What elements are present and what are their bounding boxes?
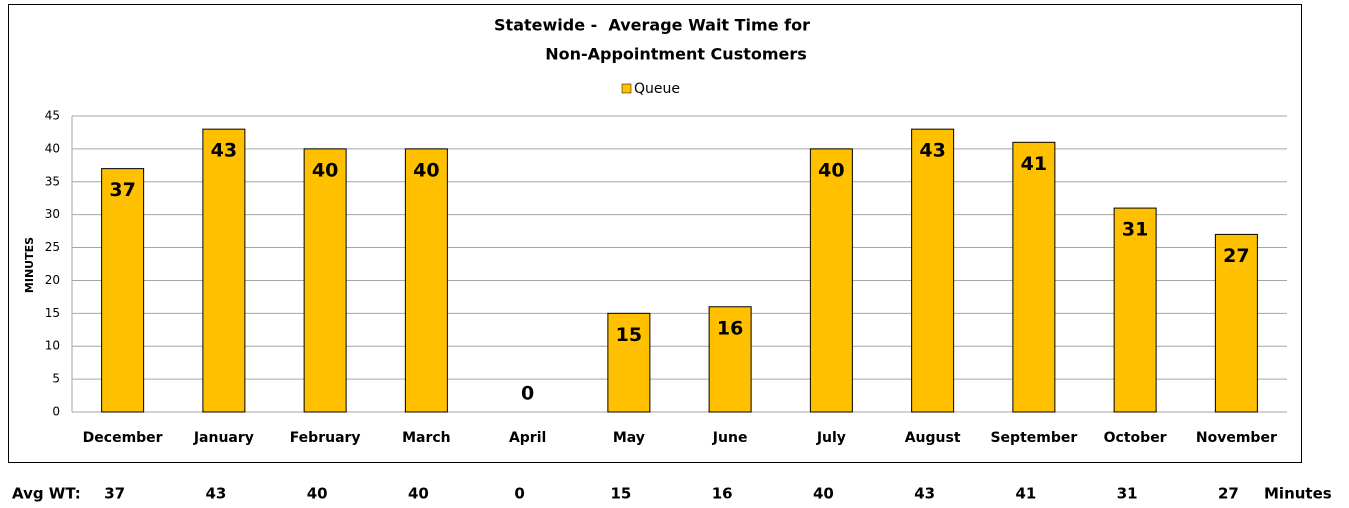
summary-value: 41	[1015, 485, 1036, 503]
bar	[202, 128, 246, 413]
summary-value: 40	[813, 485, 834, 503]
x-tick-label: October	[1104, 430, 1167, 446]
x-tick-label: February	[290, 430, 361, 446]
bar	[607, 312, 651, 413]
x-tick-label: January	[193, 430, 254, 446]
data-label: 40	[312, 159, 338, 181]
chart-title: Statewide - Average Wait Time for	[494, 16, 810, 35]
y-tick-label: 35	[45, 174, 60, 188]
data-label: 41	[1021, 153, 1047, 175]
data-label: 40	[413, 159, 439, 181]
bar	[1113, 207, 1157, 413]
bar	[1012, 141, 1056, 413]
summary-value: 31	[1117, 485, 1138, 503]
summary-label: Avg WT:	[12, 485, 81, 503]
summary-value: 43	[914, 485, 935, 503]
bar	[1214, 233, 1258, 413]
bar	[404, 148, 448, 413]
summary-value: 27	[1218, 485, 1239, 503]
y-tick-label: 20	[45, 273, 60, 287]
chart-title: Non-Appointment Customers	[545, 45, 807, 64]
y-tick-label: 40	[45, 141, 60, 155]
x-tick-label: June	[712, 430, 748, 446]
bar	[911, 128, 955, 413]
y-tick-label: 10	[45, 339, 60, 353]
data-label: 16	[717, 317, 743, 339]
summary-value: 15	[610, 485, 631, 503]
summary-value: 43	[205, 485, 226, 503]
bar	[303, 148, 347, 413]
data-label: 43	[211, 140, 237, 162]
y-tick-label: 30	[45, 207, 60, 221]
data-label: 43	[919, 140, 945, 162]
summary-value: 37	[104, 485, 125, 503]
y-tick-label: 45	[45, 109, 60, 123]
x-tick-label: April	[509, 430, 546, 446]
legend-swatch	[621, 83, 632, 94]
summary-unit: Minutes	[1264, 485, 1332, 503]
legend-label: Queue	[634, 81, 680, 97]
y-tick-label: 5	[52, 372, 60, 386]
data-label: 37	[109, 179, 135, 201]
summary-value: 40	[307, 485, 328, 503]
x-tick-label: December	[83, 430, 163, 446]
bar	[809, 148, 853, 413]
x-tick-label: August	[905, 430, 961, 446]
bar	[708, 306, 752, 413]
x-tick-label: March	[402, 430, 451, 446]
data-label: 15	[616, 324, 642, 346]
data-label: 31	[1122, 219, 1148, 241]
y-tick-label: 15	[45, 306, 60, 320]
x-tick-label: May	[613, 430, 645, 446]
summary-value: 16	[712, 485, 733, 503]
y-tick-label: 0	[52, 405, 60, 419]
data-label: 40	[818, 159, 844, 181]
y-tick-label: 25	[45, 240, 60, 254]
data-label: 0	[521, 383, 534, 405]
x-tick-label: November	[1196, 430, 1277, 446]
summary-value: 0	[514, 485, 524, 503]
x-tick-label: September	[990, 430, 1077, 446]
y-axis-title: MINUTES	[23, 237, 36, 293]
x-tick-label: July	[816, 430, 846, 446]
summary-value: 40	[408, 485, 429, 503]
data-label: 27	[1223, 245, 1249, 267]
bar	[101, 168, 145, 413]
